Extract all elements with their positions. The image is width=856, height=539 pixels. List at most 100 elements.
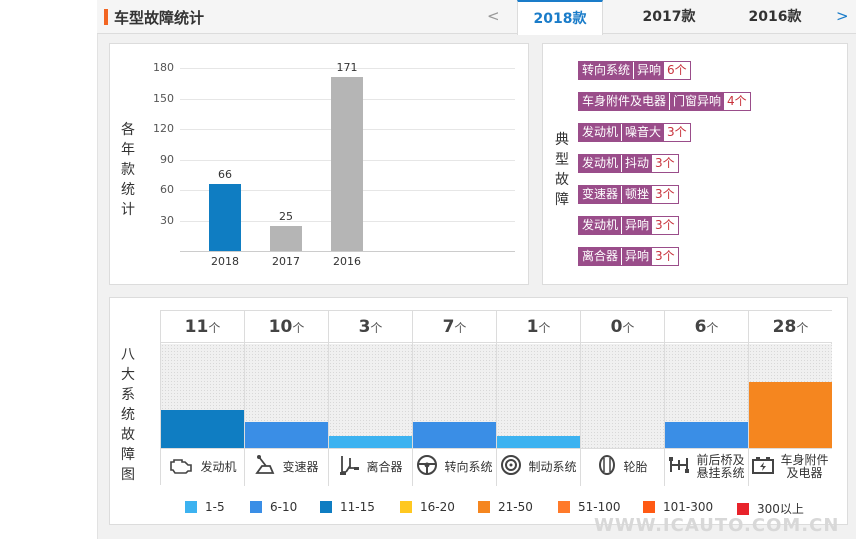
bar-2017[interactable] bbox=[270, 225, 302, 251]
clutch-icon bbox=[338, 454, 360, 480]
system-level-fill bbox=[497, 435, 580, 448]
typical-fault-item[interactable]: 车身附件及电器 门窗异响 4个 bbox=[578, 92, 751, 111]
system-level-plot bbox=[581, 344, 664, 448]
legend-label: 6-10 bbox=[270, 500, 298, 514]
year-chart-ylabel: 各年款统计 bbox=[121, 122, 135, 218]
system-count-value: 0 bbox=[610, 317, 623, 337]
watermark: WWW.ICAUTO.COM.CN bbox=[594, 515, 840, 536]
y-tick-label: 120 bbox=[153, 122, 174, 135]
system-name: 车身附件 及电器 bbox=[780, 453, 829, 480]
x-tick-label: 2016 bbox=[333, 255, 361, 268]
system-label: 轮胎 bbox=[581, 448, 664, 485]
system-column[interactable]: 0个轮胎 bbox=[581, 311, 665, 486]
typical-fault-item[interactable]: 发动机 异响 3个 bbox=[578, 216, 679, 235]
gridline bbox=[180, 68, 515, 69]
title-accent bbox=[104, 9, 108, 25]
brake-disc-icon bbox=[500, 454, 522, 480]
system-column[interactable]: 7个 转向系统 bbox=[413, 311, 497, 486]
system-count-value: 1 bbox=[526, 317, 539, 337]
system-name: 发动机 bbox=[200, 459, 237, 474]
y-tick-label: 180 bbox=[153, 61, 174, 74]
year-chart-panel bbox=[109, 43, 529, 285]
fault-count: 3个 bbox=[664, 124, 690, 141]
system-level-plot bbox=[245, 344, 328, 448]
system-level-plot bbox=[413, 344, 496, 448]
system-count-unit: 个 bbox=[208, 321, 221, 335]
system-count-value: 11 bbox=[184, 317, 209, 337]
legend-label: 21-50 bbox=[498, 500, 533, 514]
fault-count: 3个 bbox=[652, 186, 678, 203]
system-level-fill bbox=[749, 382, 832, 448]
typical-fault-item[interactable]: 离合器 异响 3个 bbox=[578, 247, 679, 266]
fault-type: 异响 bbox=[621, 217, 653, 234]
system-count-unit: 个 bbox=[370, 321, 383, 335]
system-column[interactable]: 6个前后桥及 悬挂系统 bbox=[665, 311, 749, 486]
bar-2016[interactable] bbox=[331, 77, 363, 251]
system-level-plot bbox=[749, 344, 832, 448]
system-column[interactable]: 28个车身附件 及电器 bbox=[749, 311, 833, 486]
bar-2018[interactable] bbox=[209, 183, 241, 251]
system-column[interactable]: 1个制动系统 bbox=[497, 311, 581, 486]
fault-system: 离合器 bbox=[579, 248, 622, 265]
system-count-value: 7 bbox=[442, 317, 455, 337]
system-count-unit: 个 bbox=[622, 321, 635, 335]
legend-swatch bbox=[320, 501, 332, 513]
prev-arrow-button[interactable]: < bbox=[487, 7, 500, 25]
tab-2018[interactable]: 2018款 bbox=[517, 0, 603, 35]
tab-2016[interactable]: 2016款 bbox=[748, 9, 802, 25]
typical-fault-item[interactable]: 发动机 噪音大 3个 bbox=[578, 123, 691, 142]
system-label: 离合器 bbox=[329, 448, 412, 485]
system-count-value: 28 bbox=[772, 317, 797, 337]
legend-swatch bbox=[185, 501, 197, 513]
system-name: 离合器 bbox=[366, 459, 403, 474]
systems-label: 八大系统故障图 bbox=[121, 347, 135, 483]
typical-fault-item[interactable]: 转向系统 异响 6个 bbox=[578, 61, 691, 80]
system-level-plot bbox=[161, 344, 244, 448]
steering-wheel-icon bbox=[416, 454, 438, 480]
system-count: 0个 bbox=[581, 311, 664, 343]
fault-type: 门窗异响 bbox=[669, 93, 725, 110]
legend-item: 11-15 bbox=[320, 500, 375, 514]
system-count-unit: 个 bbox=[538, 321, 551, 335]
y-tick-label: 60 bbox=[160, 183, 174, 196]
typical-faults-label: 典型故障 bbox=[555, 132, 569, 208]
typical-fault-item[interactable]: 变速器 顿挫 3个 bbox=[578, 185, 679, 204]
fault-type: 顿挫 bbox=[621, 186, 653, 203]
fault-count: 3个 bbox=[652, 217, 678, 234]
legend-label: 300以上 bbox=[757, 502, 804, 516]
system-column[interactable]: 3个 离合器 bbox=[329, 311, 413, 486]
system-name: 变速器 bbox=[282, 459, 319, 474]
system-label: 变速器 bbox=[245, 448, 328, 485]
legend-label: 51-100 bbox=[578, 500, 621, 514]
fault-system: 发动机 bbox=[579, 217, 622, 234]
x-axis-line bbox=[180, 251, 515, 252]
suspension-icon bbox=[668, 454, 690, 480]
system-name: 制动系统 bbox=[528, 459, 577, 474]
tab-2017[interactable]: 2017款 bbox=[642, 9, 696, 25]
legend-swatch bbox=[478, 501, 490, 513]
fault-system: 变速器 bbox=[579, 186, 622, 203]
fault-count: 4个 bbox=[724, 93, 750, 110]
system-level-plot bbox=[329, 344, 412, 448]
legend-item: 1-5 bbox=[185, 500, 225, 514]
legend-label: 16-20 bbox=[420, 500, 455, 514]
legend-item: 16-20 bbox=[400, 500, 455, 514]
tire-icon bbox=[597, 454, 617, 480]
typical-fault-item[interactable]: 发动机 抖动 3个 bbox=[578, 154, 679, 173]
system-label: 制动系统 bbox=[497, 448, 580, 485]
system-column[interactable]: 11个发动机 bbox=[161, 311, 245, 486]
system-count-value: 6 bbox=[694, 317, 707, 337]
legend-item: 101-300 bbox=[643, 500, 713, 514]
system-level-fill bbox=[665, 422, 748, 448]
bar-value-label: 25 bbox=[279, 209, 293, 223]
system-label: 前后桥及 悬挂系统 bbox=[665, 448, 748, 485]
system-column[interactable]: 10个 变速器 bbox=[245, 311, 329, 486]
system-count: 6个 bbox=[665, 311, 748, 343]
next-arrow-button[interactable]: > bbox=[836, 7, 849, 25]
fault-system: 转向系统 bbox=[579, 62, 634, 79]
system-label: 车身附件 及电器 bbox=[749, 448, 832, 485]
y-tick-label: 30 bbox=[160, 214, 174, 227]
legend-swatch bbox=[558, 501, 570, 513]
system-count-unit: 个 bbox=[796, 321, 809, 335]
legend-item: 300以上 bbox=[737, 500, 804, 517]
